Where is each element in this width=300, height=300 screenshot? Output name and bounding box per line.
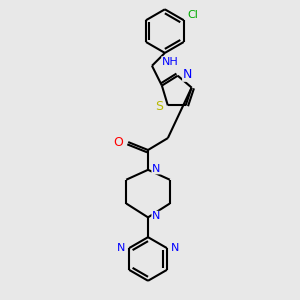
Text: O: O — [113, 136, 123, 148]
Text: N: N — [171, 243, 179, 253]
Text: NH: NH — [162, 57, 178, 67]
Text: N: N — [117, 243, 125, 253]
Text: Cl: Cl — [188, 10, 199, 20]
Text: N: N — [152, 164, 160, 174]
Text: N: N — [152, 212, 160, 221]
Text: S: S — [155, 100, 163, 113]
Text: N: N — [183, 68, 192, 81]
